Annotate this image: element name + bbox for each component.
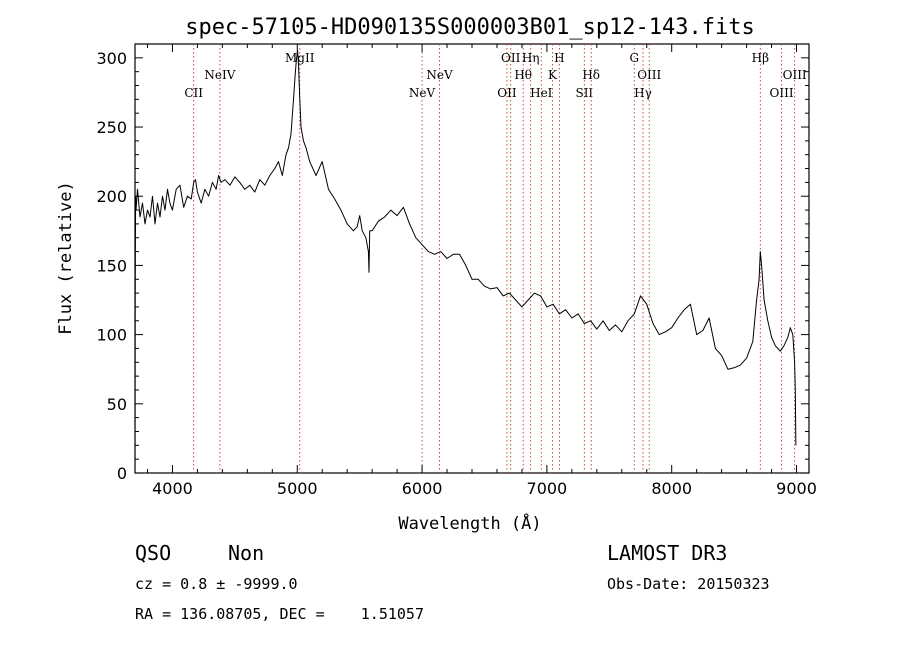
emission-line-label: OIII [783, 68, 807, 82]
y-tick-label: 100 [96, 326, 127, 345]
emission-line-label: NeIV [204, 68, 235, 82]
emission-line-label: Hθ [514, 68, 532, 82]
y-axis: 0 50 100 150 200 250 300 [96, 49, 809, 483]
emission-line-label: MgII [285, 51, 315, 65]
emission-line-label: Hβ [752, 51, 769, 65]
emission-line-label: OIII [637, 68, 661, 82]
y-tick-label: 300 [96, 49, 127, 68]
chart-title: spec-57105-HD090135S000003B01_sp12-143.f… [185, 15, 755, 40]
emission-line-label: H [554, 51, 564, 65]
plot-frame [134, 43, 810, 474]
emission-line-label: NeV [409, 86, 436, 100]
object-subclass: Non [228, 541, 264, 565]
emission-line-label: G [629, 51, 639, 65]
emission-line-label: Hδ [582, 68, 600, 82]
emission-line-label: OII [497, 86, 517, 100]
emission-line-label: HeI [530, 86, 553, 100]
x-tick-label: 7000 [527, 479, 568, 498]
survey-name: LAMOST DR3 [607, 541, 727, 565]
x-tick-label: 9000 [776, 479, 817, 498]
y-tick-label: 0 [117, 464, 127, 483]
x-tick-label: 5000 [277, 479, 318, 498]
obs-date-text: Obs-Date: 20150323 [607, 575, 770, 593]
emission-line-label: OII [501, 51, 521, 65]
spectrum-line [134, 50, 797, 474]
x-axis: 4000 5000 6000 7000 8000 9000 [146, 44, 817, 498]
ra-dec-text: RA = 136.08705, DEC = 1.51057 [135, 605, 424, 623]
emission-line-label: K [548, 68, 558, 82]
emission-line-label: OIII [770, 86, 794, 100]
emission-line-label: Hγ [634, 86, 652, 100]
x-tick-label: 6000 [402, 479, 443, 498]
emission-line-label: Hη [522, 51, 540, 65]
redshift-text: cz = 0.8 ± -9999.0 [135, 575, 298, 593]
y-tick-label: 250 [96, 118, 127, 137]
y-tick-label: 150 [96, 256, 127, 275]
emission-line-label: CII [184, 86, 203, 100]
spectrum-series [134, 50, 797, 474]
object-class: QSO [135, 541, 171, 565]
x-axis-label: Wavelength (Å) [398, 512, 541, 534]
y-axis-label: Flux (relative) [56, 181, 76, 335]
emission-line-label: SII [575, 86, 593, 100]
y-tick-label: 50 [107, 395, 127, 414]
y-tick-label: 200 [96, 187, 127, 206]
x-tick-label: 8000 [651, 479, 692, 498]
emission-line-label: NeV [426, 68, 453, 82]
x-tick-label: 4000 [152, 479, 193, 498]
